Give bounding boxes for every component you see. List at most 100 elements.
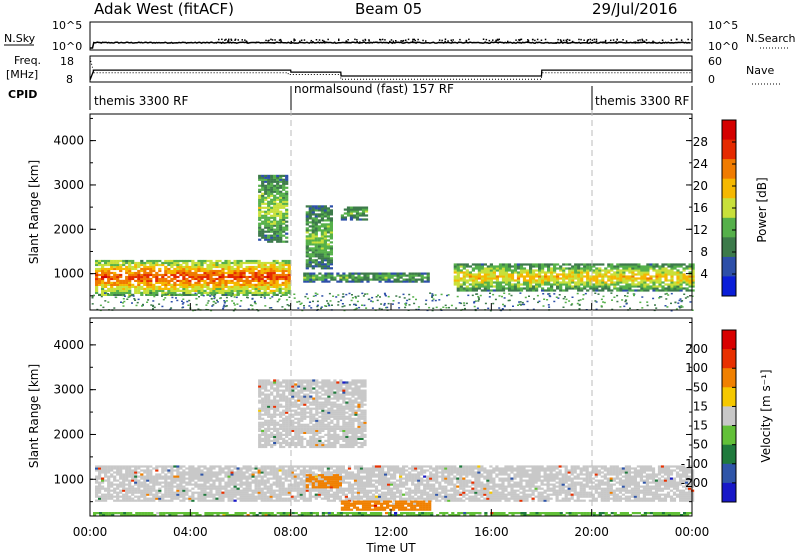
velocity-cell bbox=[95, 495, 99, 498]
velocity-cell bbox=[134, 481, 138, 484]
velocity-cell bbox=[203, 479, 207, 482]
power-cell bbox=[257, 289, 261, 292]
power-cell bbox=[236, 283, 240, 286]
power-cell bbox=[652, 279, 656, 282]
power-cell bbox=[576, 302, 579, 305]
power-cell bbox=[637, 271, 641, 274]
power-cell bbox=[161, 293, 165, 296]
velocity-cell bbox=[359, 465, 364, 468]
velocity-cell bbox=[182, 481, 186, 484]
velocity-cell bbox=[374, 485, 379, 488]
power-cell bbox=[654, 304, 656, 306]
noise-search-point bbox=[619, 41, 622, 43]
velocity-cell bbox=[405, 479, 409, 482]
power-cell bbox=[486, 285, 490, 288]
velocity-cell bbox=[350, 495, 355, 498]
velocity-cell bbox=[426, 475, 430, 478]
velocity-cell bbox=[119, 499, 123, 502]
power-cell bbox=[495, 283, 499, 286]
noise-search-point bbox=[362, 39, 364, 42]
power-cell bbox=[676, 277, 680, 280]
power-cell bbox=[152, 265, 156, 269]
velocity-cell bbox=[426, 485, 430, 488]
power-cell bbox=[285, 196, 289, 199]
power-cell bbox=[225, 300, 228, 302]
power-cell bbox=[607, 263, 611, 266]
power-cell bbox=[224, 275, 228, 279]
velocity-cell bbox=[323, 465, 327, 468]
power-cell bbox=[218, 283, 222, 286]
velocity-cell bbox=[200, 493, 204, 496]
power-cell bbox=[146, 281, 150, 284]
power-cell bbox=[661, 269, 665, 272]
velocity-cell bbox=[218, 483, 222, 486]
noise-search-point bbox=[531, 38, 534, 41]
power-cell bbox=[646, 269, 650, 272]
velocity-cell bbox=[269, 487, 273, 490]
velocity-cell bbox=[176, 471, 180, 474]
power-cell bbox=[203, 281, 207, 284]
velocity-cell bbox=[227, 465, 231, 468]
velocity-cell bbox=[299, 483, 303, 486]
power-cell bbox=[158, 273, 162, 277]
power-cell bbox=[405, 278, 409, 281]
power-cell bbox=[308, 213, 312, 216]
velocity-cell bbox=[167, 499, 171, 502]
velocity-cell bbox=[227, 495, 231, 498]
velocity-cell bbox=[260, 489, 264, 492]
velocity-cell bbox=[101, 499, 105, 502]
power-cell bbox=[257, 291, 261, 294]
power-cell bbox=[245, 289, 249, 292]
power-cell bbox=[120, 301, 122, 303]
power-cell bbox=[203, 273, 207, 277]
power-cell bbox=[270, 216, 274, 219]
power-cell bbox=[637, 267, 641, 270]
power-cell bbox=[278, 298, 281, 300]
power-cell bbox=[387, 295, 390, 298]
velocity-cell bbox=[212, 481, 216, 484]
velocity-cell bbox=[378, 473, 382, 476]
power-cell bbox=[364, 214, 369, 217]
power-cell bbox=[598, 271, 602, 274]
power-cell bbox=[685, 283, 689, 286]
power-cell bbox=[595, 271, 599, 274]
cpid-segment-3: themis 3300 RF bbox=[595, 94, 689, 108]
power-cell bbox=[275, 277, 279, 281]
power-cell bbox=[128, 261, 132, 265]
velocity-cell bbox=[104, 473, 108, 476]
power-cell bbox=[684, 297, 687, 299]
power-cell bbox=[137, 283, 141, 286]
velocity-cell bbox=[143, 469, 147, 472]
noise-search-point bbox=[587, 39, 589, 41]
power-cell bbox=[326, 259, 330, 262]
power-cell bbox=[522, 263, 527, 266]
velocity-cell bbox=[281, 471, 285, 474]
power-cell bbox=[170, 293, 174, 296]
velocity-cell bbox=[263, 475, 267, 478]
power-cell bbox=[227, 261, 231, 265]
velocity-cell bbox=[335, 469, 339, 472]
power-cell bbox=[330, 274, 334, 277]
velocity-cell bbox=[185, 497, 189, 500]
power-cell bbox=[271, 296, 274, 298]
velocity-cell bbox=[254, 475, 258, 478]
velocity-cell bbox=[362, 493, 367, 496]
power-cell bbox=[269, 291, 273, 294]
velocity-cell bbox=[248, 489, 252, 492]
power-cell bbox=[110, 293, 114, 296]
power-cell bbox=[507, 267, 512, 270]
velocity-cell bbox=[242, 495, 246, 498]
power-cell bbox=[116, 265, 120, 269]
velocity-cell bbox=[152, 479, 156, 482]
power-cell bbox=[210, 294, 213, 296]
power-cell bbox=[640, 285, 644, 288]
power-cell bbox=[143, 265, 147, 269]
velocity-cell bbox=[212, 479, 216, 482]
power-cell bbox=[248, 267, 252, 271]
velocity-cell bbox=[140, 489, 144, 492]
velocity-cell bbox=[119, 483, 123, 486]
power-cell bbox=[628, 289, 632, 292]
power-cell bbox=[251, 261, 255, 265]
velocity-cell bbox=[317, 465, 321, 468]
power-cell bbox=[203, 259, 207, 263]
